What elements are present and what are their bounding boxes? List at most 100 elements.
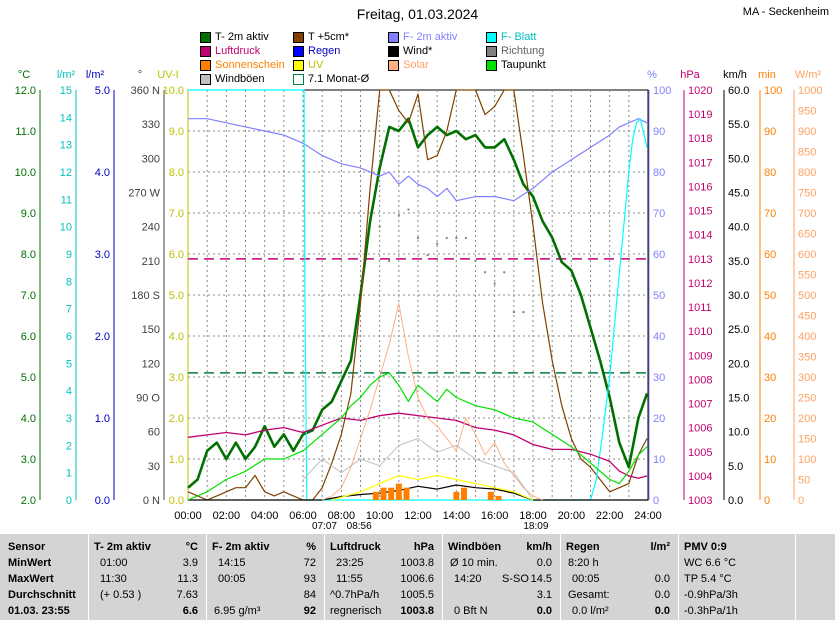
axis-tick-label: 3	[66, 413, 72, 425]
sunshine-bar	[372, 491, 379, 500]
legend-item: Sonnenschein	[200, 59, 285, 71]
direction-point	[484, 271, 487, 274]
axis-tick-label: 240	[142, 222, 160, 234]
stats-value: 3.9	[182, 557, 198, 569]
axis-tick-label: 45.0	[728, 188, 749, 200]
x-tick-label: 16:00	[481, 510, 509, 522]
axis-tick-label: 270 W	[128, 188, 160, 200]
axis-tick-label: 4	[66, 386, 72, 398]
axis-tick-label: 100	[653, 85, 671, 97]
legend-item: Solar	[388, 59, 429, 71]
stats-unit: %	[306, 541, 316, 553]
axis-tick-label: 150	[142, 324, 160, 336]
sunshine-bar	[403, 487, 410, 500]
axis-tick-label: 330	[142, 119, 160, 131]
legend-swatch	[200, 31, 211, 43]
axis-tick-label: 750	[798, 188, 816, 200]
axis-tick-label: 80	[653, 167, 665, 179]
axis-tick-label: 10.0	[163, 85, 184, 97]
stats-value: -0.9hPa/3h	[684, 589, 738, 601]
stats-header: Regen	[566, 541, 600, 553]
axis-tick-label: 180 S	[131, 290, 160, 302]
axis-tick-label: 25.0	[728, 324, 749, 336]
stats-time: 11:55	[336, 573, 363, 585]
legend-swatch	[486, 31, 497, 43]
weather-chart: 00:00 02:00 04:00 06:00 08:00 10:00 12:00 14:00…	[15, 69, 823, 532]
direction-point	[407, 208, 410, 211]
axis-tick-label: 90	[653, 126, 665, 138]
legend-swatch	[293, 45, 304, 57]
x-tick-label: 22:00	[596, 510, 624, 522]
stats-current-time: 01.03. 23:55	[8, 605, 70, 617]
legend-item: 7.1 Monat-Ø	[293, 73, 369, 85]
sunshine-bar	[388, 487, 395, 500]
axis-tick-label: 30	[764, 372, 776, 384]
axis-tick-label: 50	[764, 290, 776, 302]
axis-tick-label: 700	[798, 208, 816, 220]
axis-tick-label: 150	[798, 434, 816, 446]
x-tick-label: 06:00	[289, 510, 317, 522]
x-tick-label: 12:00	[404, 510, 432, 522]
axis-tick-label: 210	[142, 256, 160, 268]
stats-time: 00:05	[218, 573, 246, 585]
stats-value: 7.63	[176, 589, 198, 601]
axis-tick-label: 0 N	[143, 495, 160, 507]
axis-tick-label: 1.0	[169, 454, 184, 466]
axis-tick-label: 2.0	[169, 413, 184, 425]
axis-tick-label: 6.0	[21, 331, 36, 343]
direction-point	[445, 237, 448, 240]
legend-swatch	[388, 59, 399, 71]
direction-point	[426, 254, 429, 257]
axis-tick-label: 1007	[688, 399, 712, 411]
axis-tick-label: 800	[798, 167, 816, 179]
axis-tick-label: 1010	[688, 326, 712, 338]
axis-tick-label: 40.0	[728, 222, 749, 234]
axis-unit-label: l/m²	[86, 69, 105, 81]
axis-tick-label: 0.0	[728, 495, 743, 507]
axis-tick-label: 6	[66, 331, 72, 343]
stats-abs-humidity: 6.95 g/m³	[214, 605, 261, 617]
x-tick-label: 10:00	[366, 510, 394, 522]
stats-value: 1006.6	[400, 573, 434, 585]
legend-swatch	[293, 31, 304, 43]
axis-tick-label: 1016	[688, 181, 712, 193]
axis-tick-label: 2.0	[95, 331, 110, 343]
legend-swatch	[200, 59, 211, 71]
sunshine-bar	[453, 491, 460, 500]
stats-value: 1005.5	[400, 589, 434, 601]
axis-tick-label: 1014	[688, 230, 712, 242]
series-line	[188, 118, 648, 202]
legend-item: T- 2m aktiv	[200, 31, 269, 43]
stats-value: 93	[303, 573, 316, 585]
axis-tick-label: 8.0	[21, 249, 36, 261]
axis-tick-label: 5	[66, 358, 72, 370]
stats-time: 00:05	[572, 573, 600, 585]
axis-tick-label: 10.0	[15, 167, 36, 179]
axis-tick-label: 40	[764, 331, 776, 343]
axis-tick-label: 7.0	[21, 290, 36, 302]
stats-forecast: regnerisch	[330, 605, 382, 617]
axis-tick-label: 9.0	[169, 126, 184, 138]
axis-tick-label: 60	[764, 249, 776, 261]
series-line	[302, 438, 534, 501]
legend-swatch	[388, 45, 399, 57]
x-tick-label: 18:00	[519, 510, 547, 522]
series-line	[187, 412, 648, 479]
axis-tick-label: 20.0	[728, 358, 749, 370]
stats-value: 3.1	[536, 589, 552, 601]
axis-tick-label: 70	[764, 208, 776, 220]
legend-swatch	[293, 73, 304, 85]
axis-unit-label: %	[647, 69, 657, 81]
axis-tick-label: 3.0	[169, 372, 184, 384]
axis-tick-label: 60	[148, 427, 160, 439]
axis-tick-label: 850	[798, 147, 816, 159]
stats-value: 0.0	[536, 557, 552, 569]
axis-tick-label: 14	[60, 112, 72, 124]
legend-item: Regen	[293, 45, 340, 57]
direction-point	[474, 259, 477, 262]
stats-value: 0.0	[654, 573, 670, 585]
axis-tick-label: 2	[66, 440, 72, 452]
stats-header: F- 2m aktiv	[212, 541, 270, 553]
stats-unit: hPa	[413, 541, 434, 553]
axis-unit-label: hPa	[680, 69, 700, 81]
